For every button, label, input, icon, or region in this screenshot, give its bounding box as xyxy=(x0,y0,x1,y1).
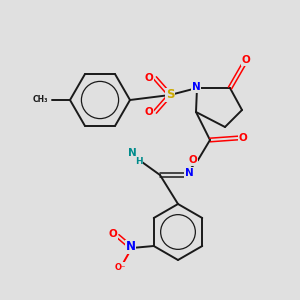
Text: N: N xyxy=(184,168,194,178)
Text: O: O xyxy=(189,155,197,165)
Text: O⁻: O⁻ xyxy=(115,262,126,272)
Text: S: S xyxy=(166,88,174,101)
Text: N: N xyxy=(128,148,136,158)
Text: N: N xyxy=(192,82,200,92)
Text: CH₃: CH₃ xyxy=(32,95,48,104)
Text: N: N xyxy=(126,241,136,254)
Text: O: O xyxy=(238,133,247,143)
Text: O: O xyxy=(242,55,250,65)
Text: O: O xyxy=(145,107,153,117)
Text: H: H xyxy=(135,157,143,166)
Text: O: O xyxy=(108,229,117,239)
Text: O: O xyxy=(145,73,153,83)
